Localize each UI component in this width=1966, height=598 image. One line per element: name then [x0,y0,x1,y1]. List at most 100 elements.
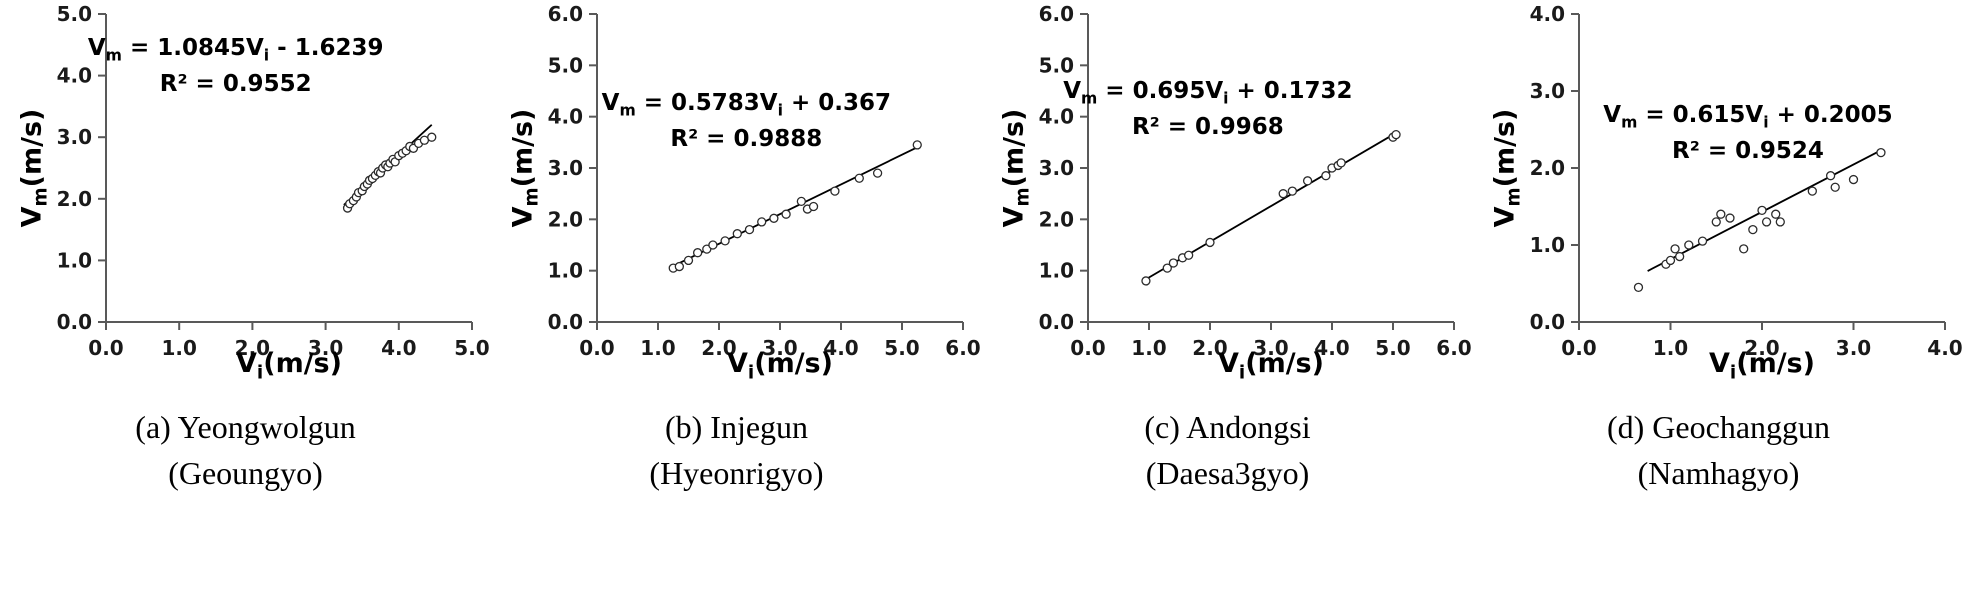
svg-text:4.0: 4.0 [1039,105,1074,129]
svg-text:1.0: 1.0 [1653,336,1688,360]
caption-line-1: (a) Yeongwolgun [135,409,356,445]
svg-text:3.0: 3.0 [1836,336,1871,360]
scatter-plot-b: 0.0 1.0 2.0 3.0 4.0 5.0 6.0 0.0 1.0 2.0 3.0 4.0 5.0 6… [548,2,981,360]
svg-text:2.0: 2.0 [701,336,736,360]
x-axis-label-c: Vi(m/s) [1218,348,1324,383]
caption-line-1: (d) Geochanggun [1606,409,1831,445]
axis-label-subscript: m [30,187,52,207]
svg-text:1.0: 1.0 [1530,233,1565,257]
r-squared-label-c: R² = 0.9968 [1131,114,1284,141]
axis-label-text: V [16,206,48,228]
plot-area-a: 0.0 1.0 2.0 3.0 4.0 5.0 0.0 1.0 2.0 3.0 4.0 5.0 Vm … [0,0,491,390]
chart-panel-c: 0.0 1.0 2.0 3.0 4.0 5.0 6.0 0.0 1.0 2.0 3.0 4.0 5.0 6… [982,0,1473,497]
caption-line-2: (Hyeonrigyo) [649,455,824,492]
svg-text:3.0: 3.0 [1530,79,1565,103]
scatter-plot-a: 0.0 1.0 2.0 3.0 4.0 5.0 0.0 1.0 2.0 3.0 4.0 5.0 [57,2,490,360]
svg-text:1.0: 1.0 [640,336,675,360]
axis-label-subscript: i [747,362,755,384]
svg-text:2.0: 2.0 [1192,336,1227,360]
axis-label-text: V [507,206,539,228]
axis-label-subscript: i [1238,362,1246,384]
svg-text:2.0: 2.0 [548,207,583,231]
svg-text:3.0: 3.0 [762,336,797,360]
svg-text:2.0: 2.0 [1039,207,1074,231]
axis-label-subscript: m [521,187,543,207]
equation-subscript: m [1081,88,1098,108]
caption-line-2: (Geoungyo) [168,455,323,492]
svg-text:3.0: 3.0 [1253,336,1288,360]
equation-text: V [601,89,620,116]
axis-label-unit: (m/s) [754,348,833,379]
svg-text:0.0: 0.0 [548,310,583,334]
y-axis-label-a: Vm(m/s) [16,109,51,228]
svg-text:0.0: 0.0 [579,336,614,360]
svg-text:2.0: 2.0 [57,187,92,211]
svg-text:1.0: 1.0 [57,248,92,272]
equation-subscript: m [619,100,636,120]
svg-text:0.0: 0.0 [1039,310,1074,334]
r-squared-label-d: R² = 0.9524 [1672,137,1824,164]
equation-text: V [1603,101,1622,128]
equation-text: V [87,35,106,62]
axis-label-unit: (m/s) [998,108,1030,188]
equation-text: + 0.2005 [1768,101,1893,128]
plot-area-b: 0.0 1.0 2.0 3.0 4.0 5.0 6.0 0.0 1.0 2.0 3.0 4.0 5.0 6… [491,0,982,390]
axis-label-unit: (m/s) [1736,348,1815,379]
equation-subscript: m [1621,112,1638,132]
svg-text:5.0: 5.0 [548,53,583,77]
caption-line-2: (Namhagyo) [1637,455,1800,492]
axis-label-unit: (m/s) [1245,348,1324,379]
caption-line-2: (Daesa3gyo) [1145,455,1310,492]
fit-equation-c: Vm = 0.695Vi + 0.1732 [1063,74,1352,110]
equation-text: = 0.695V [1097,78,1224,105]
equation-text: = 0.615V [1637,101,1764,128]
equation-text: V [1063,78,1081,105]
caption-b: (b) Injegun (Hyeonrigyo) [491,404,982,497]
svg-text:0.0: 0.0 [1530,310,1565,334]
equation-label-a: Vm = 1.0845Vi - 1.6239 R² = 0.9552 [88,31,384,102]
svg-text:6.0: 6.0 [1436,336,1471,360]
svg-text:2.0: 2.0 [1530,156,1565,180]
equation-text: = 0.5783V [635,89,778,116]
equation-subscript: i [1763,112,1769,132]
svg-text:4.0: 4.0 [1530,2,1565,26]
svg-text:6.0: 6.0 [1039,2,1074,26]
caption-c: (c) Andongsi (Daesa3gyo) [982,404,1473,497]
axis-label-text: V [236,348,257,379]
chart-panel-a: 0.0 1.0 2.0 3.0 4.0 5.0 0.0 1.0 2.0 3.0 4.0 5.0 Vm … [0,0,491,497]
svg-text:5.0: 5.0 [57,2,92,26]
y-axis-label-c: Vm(m/s) [998,109,1033,228]
chart-panel-b: 0.0 1.0 2.0 3.0 4.0 5.0 6.0 0.0 1.0 2.0 3.0 4.0 5.0 6… [491,0,982,497]
caption-a: (a) Yeongwolgun (Geoungyo) [0,404,491,497]
fit-equation-d: Vm = 0.615Vi + 0.2005 [1603,98,1892,134]
scatter-plot-c: 0.0 1.0 2.0 3.0 4.0 5.0 6.0 0.0 1.0 2.0 3.0 4.0 5.0 6… [1039,2,1472,360]
equation-label-d: Vm = 0.615Vi + 0.2005 R² = 0.9524 [1603,98,1892,169]
axis-label-text: V [1218,348,1239,379]
svg-text:4.0: 4.0 [823,336,858,360]
svg-text:5.0: 5.0 [1375,336,1410,360]
equation-text: - 1.6239 [269,35,384,62]
fit-equation-a: Vm = 1.0845Vi - 1.6239 [88,31,384,67]
axis-label-unit: (m/s) [507,108,539,188]
axis-label-unit: (m/s) [16,108,48,188]
y-axis-label-d: Vm(m/s) [1489,109,1524,228]
svg-text:0.0: 0.0 [1561,336,1596,360]
svg-text:1.0: 1.0 [1131,336,1166,360]
svg-text:4.0: 4.0 [57,64,92,88]
equation-subscript: m [105,45,122,65]
axis-label-subscript: i [1729,362,1737,384]
scatter-plot-d: 0.0 1.0 2.0 3.0 4.0 0.0 1.0 2.0 3.0 4.0 [1530,2,1963,360]
svg-text:5.0: 5.0 [1039,53,1074,77]
svg-text:0.0: 0.0 [1070,336,1105,360]
chart-panel-d: 0.0 1.0 2.0 3.0 4.0 0.0 1.0 2.0 3.0 4.0 Vm = 0.61… [1473,0,1964,497]
svg-text:2.0: 2.0 [1744,336,1779,360]
plot-area-c: 0.0 1.0 2.0 3.0 4.0 5.0 6.0 0.0 1.0 2.0 3.0 4.0 5.0 6… [982,0,1473,390]
svg-text:5.0: 5.0 [454,336,489,360]
plot-area-d: 0.0 1.0 2.0 3.0 4.0 0.0 1.0 2.0 3.0 4.0 Vm = 0.61… [1473,0,1964,390]
caption-line-1: (c) Andongsi [1144,409,1311,445]
svg-text:3.0: 3.0 [548,156,583,180]
equation-subscript: i [1223,88,1229,108]
axis-label-text: V [727,348,748,379]
caption-d: (d) Geochanggun (Namhagyo) [1473,404,1964,497]
svg-text:1.0: 1.0 [548,259,583,283]
